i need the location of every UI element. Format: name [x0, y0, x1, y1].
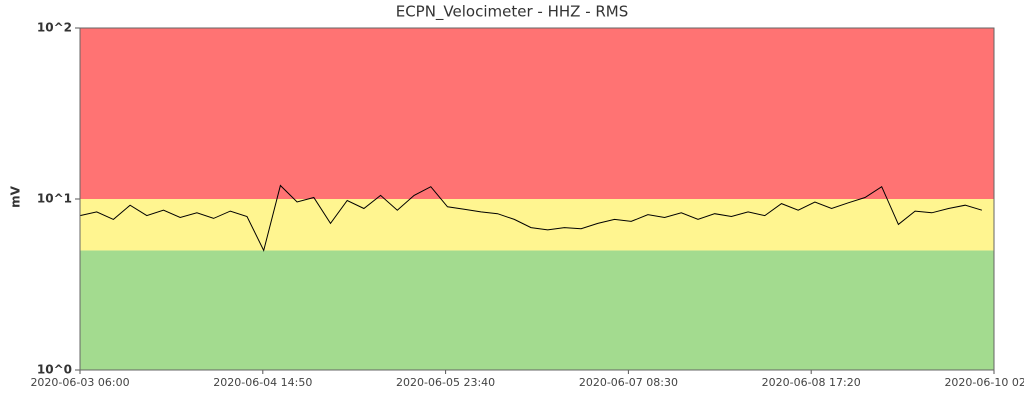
plot-border: [79, 27, 995, 371]
y-tick-label: 10^0: [37, 363, 72, 377]
x-tick-label: 2020-06-03 06:00: [30, 376, 129, 389]
x-tick-label: 2020-06-10 02:10: [944, 376, 1024, 389]
x-tick-label: 2020-06-07 08:30: [579, 376, 678, 389]
y-tick-label: 10^1: [37, 192, 72, 206]
data-line: [79, 184, 983, 252]
threshold-band: [80, 250, 994, 370]
x-tick-label: 2020-06-05 23:40: [396, 376, 495, 389]
x-tick-label: 2020-06-08 17:20: [762, 376, 861, 389]
y-tick-label: 10^2: [37, 21, 72, 35]
y-axis-label: mV: [9, 185, 23, 208]
chart-title: ECPN_Velocimeter - HHZ - RMS: [396, 3, 629, 22]
threshold-band: [80, 28, 994, 199]
x-tick-label: 2020-06-04 14:50: [213, 376, 312, 389]
threshold-band: [80, 199, 994, 251]
